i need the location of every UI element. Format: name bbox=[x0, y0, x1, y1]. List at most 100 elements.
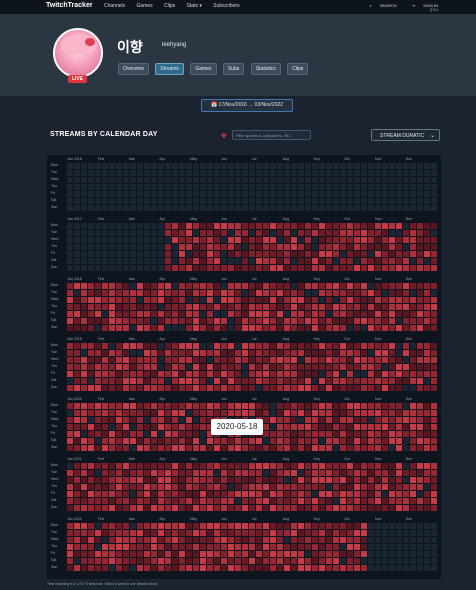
calendar-day-cell[interactable] bbox=[354, 230, 360, 236]
calendar-day-cell[interactable] bbox=[81, 438, 87, 444]
calendar-day-cell[interactable] bbox=[256, 244, 262, 250]
calendar-day-cell[interactable] bbox=[116, 311, 122, 317]
calendar-day-cell[interactable] bbox=[263, 230, 269, 236]
calendar-day-cell[interactable] bbox=[123, 544, 129, 550]
calendar-day-cell[interactable] bbox=[130, 558, 136, 564]
calendar-day-cell[interactable] bbox=[123, 170, 129, 176]
calendar-day-cell[interactable] bbox=[382, 417, 388, 423]
calendar-day-cell[interactable] bbox=[340, 304, 346, 310]
calendar-day-cell[interactable] bbox=[179, 385, 185, 391]
calendar-day-cell[interactable] bbox=[95, 544, 101, 550]
calendar-day-cell[interactable] bbox=[207, 184, 213, 190]
calendar-day-cell[interactable] bbox=[151, 230, 157, 236]
calendar-day-cell[interactable] bbox=[67, 350, 73, 356]
calendar-day-cell[interactable] bbox=[193, 237, 199, 243]
calendar-day-cell[interactable] bbox=[347, 530, 353, 536]
calendar-day-cell[interactable] bbox=[375, 237, 381, 243]
calendar-day-cell[interactable] bbox=[228, 350, 234, 356]
calendar-day-cell[interactable] bbox=[172, 265, 178, 271]
calendar-day-cell[interactable] bbox=[291, 244, 297, 250]
calendar-day-cell[interactable] bbox=[193, 498, 199, 504]
calendar-day-cell[interactable] bbox=[277, 565, 283, 571]
calendar-day-cell[interactable] bbox=[123, 371, 129, 377]
calendar-day-cell[interactable] bbox=[179, 378, 185, 384]
calendar-day-cell[interactable] bbox=[193, 438, 199, 444]
calendar-day-cell[interactable] bbox=[305, 357, 311, 363]
calendar-day-cell[interactable] bbox=[361, 417, 367, 423]
calendar-day-cell[interactable] bbox=[88, 290, 94, 296]
calendar-day-cell[interactable] bbox=[151, 290, 157, 296]
calendar-day-cell[interactable] bbox=[403, 463, 409, 469]
calendar-day-cell[interactable] bbox=[193, 403, 199, 409]
menu-games[interactable]: Games bbox=[136, 3, 153, 9]
calendar-day-cell[interactable] bbox=[137, 484, 143, 490]
calendar-day-cell[interactable] bbox=[116, 551, 122, 557]
calendar-day-cell[interactable] bbox=[144, 484, 150, 490]
calendar-day-cell[interactable] bbox=[158, 431, 164, 437]
calendar-day-cell[interactable] bbox=[312, 265, 318, 271]
calendar-day-cell[interactable] bbox=[333, 371, 339, 377]
calendar-day-cell[interactable] bbox=[326, 283, 332, 289]
calendar-day-cell[interactable] bbox=[74, 410, 80, 416]
calendar-day-cell[interactable] bbox=[291, 544, 297, 550]
calendar-day-cell[interactable] bbox=[319, 205, 325, 211]
calendar-day-cell[interactable] bbox=[186, 290, 192, 296]
calendar-day-cell[interactable] bbox=[67, 530, 73, 536]
calendar-day-cell[interactable] bbox=[109, 424, 115, 430]
calendar-day-cell[interactable] bbox=[172, 371, 178, 377]
calendar-day-cell[interactable] bbox=[284, 438, 290, 444]
calendar-day-cell[interactable] bbox=[354, 537, 360, 543]
menu-stats[interactable]: Stats ▾ bbox=[186, 3, 202, 9]
calendar-day-cell[interactable] bbox=[270, 484, 276, 490]
calendar-day-cell[interactable] bbox=[207, 424, 213, 430]
calendar-day-cell[interactable] bbox=[396, 470, 402, 476]
calendar-day-cell[interactable] bbox=[179, 258, 185, 264]
calendar-day-cell[interactable] bbox=[123, 343, 129, 349]
calendar-day-cell[interactable] bbox=[431, 311, 437, 317]
calendar-day-cell[interactable] bbox=[284, 230, 290, 236]
calendar-day-cell[interactable] bbox=[165, 297, 171, 303]
calendar-day-cell[interactable] bbox=[368, 544, 374, 550]
calendar-day-cell[interactable] bbox=[172, 177, 178, 183]
calendar-day-cell[interactable] bbox=[179, 551, 185, 557]
calendar-day-cell[interactable] bbox=[158, 378, 164, 384]
calendar-day-cell[interactable] bbox=[172, 304, 178, 310]
calendar-day-cell[interactable] bbox=[193, 198, 199, 204]
calendar-day-cell[interactable] bbox=[256, 463, 262, 469]
calendar-day-cell[interactable] bbox=[396, 565, 402, 571]
calendar-day-cell[interactable] bbox=[95, 445, 101, 451]
calendar-day-cell[interactable] bbox=[410, 470, 416, 476]
calendar-day-cell[interactable] bbox=[277, 357, 283, 363]
calendar-day-cell[interactable] bbox=[242, 551, 248, 557]
calendar-day-cell[interactable] bbox=[109, 350, 115, 356]
calendar-day-cell[interactable] bbox=[242, 498, 248, 504]
calendar-day-cell[interactable] bbox=[284, 198, 290, 204]
calendar-day-cell[interactable] bbox=[137, 325, 143, 331]
calendar-day-cell[interactable] bbox=[235, 537, 241, 543]
calendar-day-cell[interactable] bbox=[319, 318, 325, 324]
calendar-day-cell[interactable] bbox=[270, 438, 276, 444]
calendar-day-cell[interactable] bbox=[95, 438, 101, 444]
calendar-day-cell[interactable] bbox=[277, 205, 283, 211]
calendar-day-cell[interactable] bbox=[417, 551, 423, 557]
calendar-day-cell[interactable] bbox=[403, 491, 409, 497]
calendar-day-cell[interactable] bbox=[137, 170, 143, 176]
calendar-day-cell[interactable] bbox=[144, 237, 150, 243]
calendar-day-cell[interactable] bbox=[144, 170, 150, 176]
calendar-day-cell[interactable] bbox=[123, 410, 129, 416]
calendar-day-cell[interactable] bbox=[207, 537, 213, 543]
calendar-day-cell[interactable] bbox=[193, 244, 199, 250]
calendar-day-cell[interactable] bbox=[361, 258, 367, 264]
calendar-day-cell[interactable] bbox=[123, 551, 129, 557]
calendar-day-cell[interactable] bbox=[88, 445, 94, 451]
calendar-day-cell[interactable] bbox=[249, 177, 255, 183]
calendar-day-cell[interactable] bbox=[137, 258, 143, 264]
calendar-day-cell[interactable] bbox=[74, 198, 80, 204]
calendar-day-cell[interactable] bbox=[109, 410, 115, 416]
calendar-day-cell[interactable] bbox=[221, 343, 227, 349]
calendar-day-cell[interactable] bbox=[214, 491, 220, 497]
calendar-day-cell[interactable] bbox=[109, 477, 115, 483]
calendar-day-cell[interactable] bbox=[256, 184, 262, 190]
calendar-day-cell[interactable] bbox=[235, 498, 241, 504]
calendar-day-cell[interactable] bbox=[249, 283, 255, 289]
